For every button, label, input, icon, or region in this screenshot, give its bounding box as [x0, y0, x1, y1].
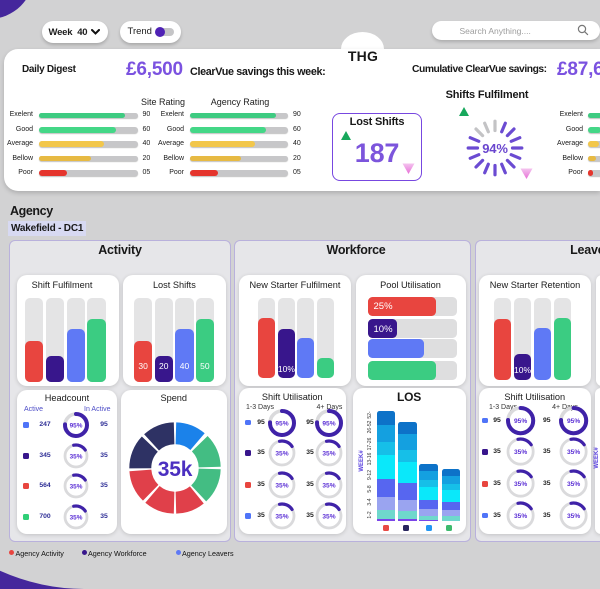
svg-text:35%: 35%	[567, 449, 580, 456]
svg-text:95%: 95%	[567, 418, 580, 425]
svg-text:35%: 35%	[275, 450, 288, 457]
svg-text:35%: 35%	[70, 483, 83, 490]
svg-text:35%: 35%	[514, 449, 527, 456]
svg-text:95%: 95%	[514, 418, 527, 425]
svg-text:95%: 95%	[70, 422, 83, 429]
svg-text:35%: 35%	[323, 482, 336, 489]
svg-text:35%: 35%	[70, 514, 83, 521]
svg-text:95%: 95%	[275, 420, 288, 427]
svg-text:35%: 35%	[275, 482, 288, 489]
svg-text:95%: 95%	[323, 420, 336, 427]
svg-text:35%: 35%	[514, 513, 527, 520]
svg-text:35%: 35%	[323, 513, 336, 520]
svg-text:35%: 35%	[275, 513, 288, 520]
svg-text:35%: 35%	[567, 513, 580, 520]
svg-text:35%: 35%	[514, 481, 527, 488]
svg-text:35%: 35%	[70, 453, 83, 460]
svg-text:35%: 35%	[323, 450, 336, 457]
svg-text:35%: 35%	[567, 481, 580, 488]
